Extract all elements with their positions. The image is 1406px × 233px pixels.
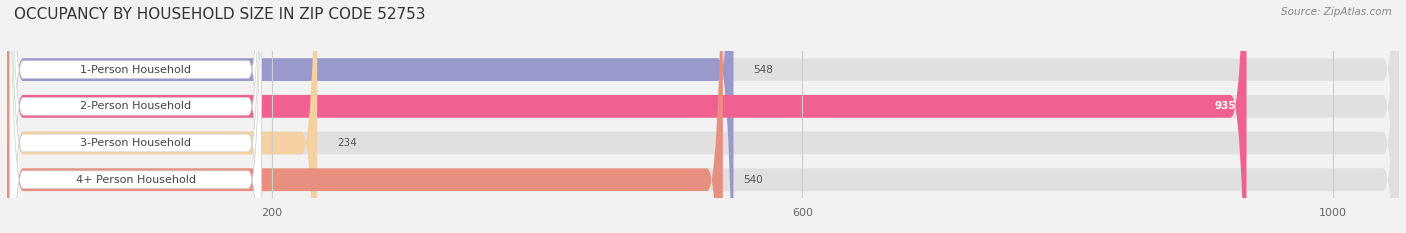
Text: 234: 234	[337, 138, 357, 148]
Text: 3-Person Household: 3-Person Household	[80, 138, 191, 148]
FancyBboxPatch shape	[7, 0, 734, 233]
Text: 935: 935	[1215, 101, 1236, 111]
FancyBboxPatch shape	[10, 0, 262, 233]
Text: 4+ Person Household: 4+ Person Household	[76, 175, 195, 185]
Text: 548: 548	[754, 65, 773, 75]
FancyBboxPatch shape	[7, 0, 1399, 233]
FancyBboxPatch shape	[10, 0, 262, 233]
FancyBboxPatch shape	[7, 0, 1399, 233]
Text: Source: ZipAtlas.com: Source: ZipAtlas.com	[1281, 7, 1392, 17]
FancyBboxPatch shape	[7, 0, 1247, 233]
FancyBboxPatch shape	[10, 0, 262, 233]
FancyBboxPatch shape	[10, 0, 262, 233]
Text: OCCUPANCY BY HOUSEHOLD SIZE IN ZIP CODE 52753: OCCUPANCY BY HOUSEHOLD SIZE IN ZIP CODE …	[14, 7, 426, 22]
FancyBboxPatch shape	[7, 0, 1399, 233]
Text: 540: 540	[742, 175, 762, 185]
FancyBboxPatch shape	[7, 0, 723, 233]
FancyBboxPatch shape	[7, 0, 318, 233]
Text: 2-Person Household: 2-Person Household	[80, 101, 191, 111]
FancyBboxPatch shape	[7, 0, 1399, 233]
Text: 1-Person Household: 1-Person Household	[80, 65, 191, 75]
